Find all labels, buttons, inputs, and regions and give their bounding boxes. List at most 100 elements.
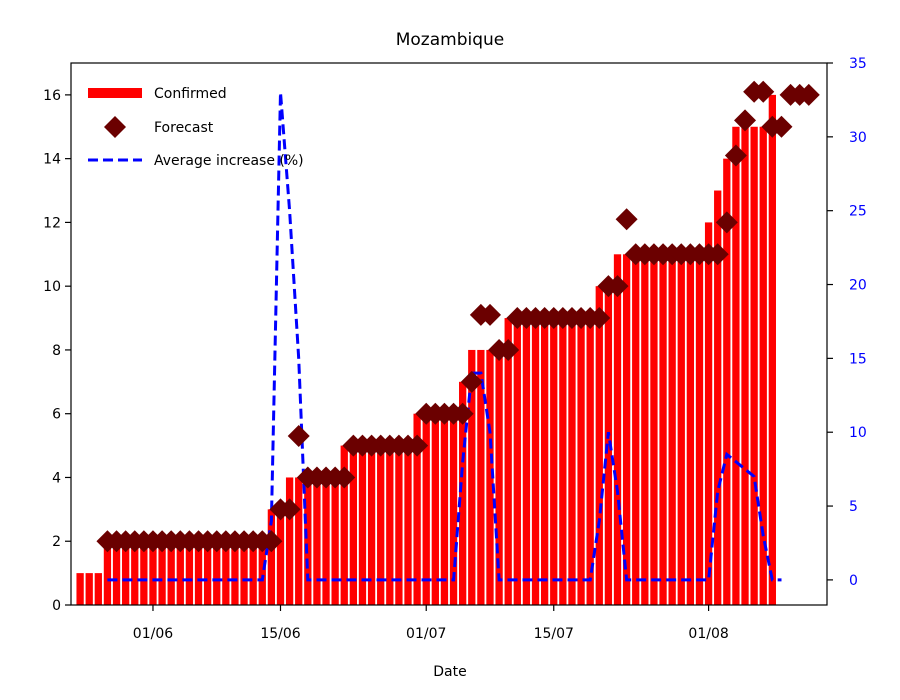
confirmed-bar: [122, 541, 130, 605]
confirmed-bar: [468, 349, 476, 605]
forecast-marker: [715, 211, 738, 234]
y2-tick-label: 10: [849, 425, 867, 441]
confirmed-bar: [695, 254, 704, 605]
forecast-marker: [588, 307, 611, 330]
confirmed-bar: [185, 541, 194, 605]
confirmed-bar: [94, 573, 102, 605]
legend-label: Forecast: [154, 120, 214, 136]
confirmed-bar: [377, 445, 385, 605]
y2-tick-label: 25: [849, 204, 867, 220]
forecast-marker: [406, 434, 429, 457]
average-increase-line: [107, 92, 782, 582]
chart-title: Mozambique: [396, 30, 505, 50]
confirmed-bar: [313, 477, 321, 605]
confirmed-bar: [459, 381, 467, 605]
confirmed-bar: [167, 541, 175, 605]
confirmed-bar: [723, 158, 731, 605]
confirmed-bar: [103, 541, 112, 605]
x-tick-label: 15/06: [260, 626, 300, 642]
confirmed-bars: [76, 94, 776, 606]
confirmed-bar: [431, 413, 439, 605]
confirmed-bar: [349, 445, 358, 605]
confirmed-bar: [295, 477, 303, 605]
y2-tick-label: 35: [849, 56, 867, 72]
forecast-markers: [96, 80, 820, 553]
forecast-marker: [706, 243, 729, 266]
confirmed-bar: [203, 541, 212, 605]
confirmed-bar: [76, 573, 84, 605]
confirmed-bar: [486, 349, 494, 605]
y-tick-label: 4: [52, 470, 61, 486]
confirmed-bar: [322, 477, 330, 605]
confirmed-bar: [449, 413, 458, 605]
confirmed-bar: [85, 573, 93, 605]
forecast-marker: [724, 144, 747, 167]
confirmed-bar: [440, 413, 449, 605]
forecast-marker: [797, 83, 820, 106]
confirmed-bar: [704, 222, 713, 606]
confirmed-bar: [577, 318, 585, 605]
legend-swatch-confirmed: [88, 88, 142, 98]
confirmed-bar: [422, 413, 430, 605]
plot-frame: [70, 62, 828, 606]
y-tick-label: 16: [43, 88, 61, 104]
confirmed-bar: [176, 541, 184, 605]
left-y-axis: 0 2 4 6 8 10 12 14 16: [43, 88, 71, 614]
x-tick-label: 01/06: [133, 626, 173, 642]
average-increase-polyline: [107, 92, 782, 582]
confirmed-bar: [677, 254, 685, 605]
y2-tick-label: 0: [849, 573, 858, 589]
confirmed-bar: [140, 541, 148, 605]
confirmed-bar: [194, 541, 203, 605]
confirmed-bar: [641, 254, 649, 605]
confirmed-bar: [304, 477, 312, 605]
confirmed-bar: [386, 445, 394, 605]
x-tick-label: 01/08: [688, 626, 728, 642]
confirmed-bar: [686, 254, 695, 605]
confirmed-bar: [331, 477, 339, 605]
confirmed-bar: [632, 254, 640, 605]
confirmed-bar: [622, 254, 631, 605]
y-tick-label: 14: [43, 152, 61, 168]
y-tick-label: 0: [52, 598, 61, 614]
legend-label: Confirmed: [154, 86, 227, 102]
confirmed-bar: [240, 541, 248, 605]
confirmed-bar: [750, 126, 758, 605]
confirmed-bar: [513, 318, 521, 605]
forecast-marker: [606, 275, 629, 298]
confirmed-bar: [158, 541, 166, 605]
confirmed-bar: [267, 509, 276, 605]
confirmed-bar: [395, 445, 403, 605]
y-tick-label: 10: [43, 279, 61, 295]
y2-tick-label: 20: [849, 278, 867, 294]
forecast-marker: [770, 115, 793, 138]
confirmed-bar: [112, 541, 121, 605]
forecast-marker: [478, 303, 501, 326]
forecast-marker: [752, 80, 775, 103]
x-tick-label: 01/07: [406, 626, 446, 642]
right-y-axis: 0 5 10 15 20 25 30 35: [827, 56, 867, 589]
confirmed-bar: [149, 541, 157, 605]
confirmed-bar: [522, 318, 531, 605]
confirmed-bar: [659, 254, 667, 605]
legend-label: Average increase (%): [154, 153, 304, 169]
confirmed-bar: [668, 254, 676, 605]
forecast-marker: [615, 208, 638, 231]
legend: Confirmed Forecast Average increase (%): [88, 86, 304, 169]
confirmed-bar: [222, 541, 230, 605]
forecast-marker: [260, 530, 283, 553]
x-axis-label: Date: [433, 664, 466, 680]
confirmed-bar: [586, 318, 594, 605]
forecast-marker: [451, 402, 474, 425]
confirmed-bar: [477, 349, 485, 605]
confirmed-bar: [559, 318, 567, 605]
confirmed-bar: [213, 541, 221, 605]
confirmed-bar: [358, 445, 367, 605]
confirmed-bar: [495, 349, 503, 605]
confirmed-bar: [367, 445, 376, 605]
y-tick-label: 8: [52, 343, 61, 359]
forecast-marker: [287, 425, 310, 448]
confirmed-bar: [276, 509, 285, 605]
confirmed-bar: [249, 541, 257, 605]
